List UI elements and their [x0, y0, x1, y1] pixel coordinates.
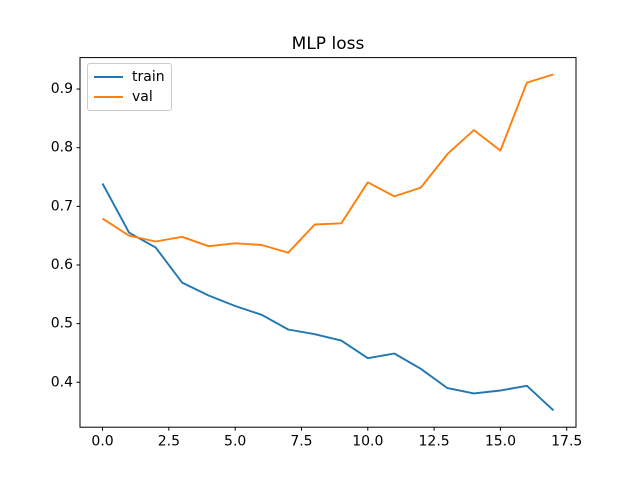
x-tick-label: 5.0	[224, 433, 246, 449]
x-tick-label: 10.0	[352, 433, 383, 449]
val-line-swatch-icon	[94, 96, 123, 98]
x-tick-label: 15.0	[485, 433, 516, 449]
legend-label-val: val	[132, 89, 153, 105]
x-tick-label: 2.5	[158, 433, 180, 449]
y-tick-label: 0.9	[51, 81, 73, 97]
x-tick-label: 12.5	[419, 433, 450, 449]
val-line	[101, 73, 554, 254]
x-tick-label: 0.0	[91, 433, 113, 449]
chart-title: MLP loss	[291, 34, 365, 54]
train-line-swatch-icon	[94, 76, 123, 78]
y-tick-label: 0.4	[51, 374, 73, 390]
legend-entry-val: val	[94, 89, 171, 105]
train-line	[101, 183, 555, 412]
x-tick-label: 7.5	[290, 433, 312, 449]
y-tick-label: 0.8	[51, 140, 73, 156]
x-tick-label: 17.5	[551, 433, 582, 449]
legend: train val	[87, 63, 172, 111]
axes-spines	[79, 57, 577, 428]
y-tick-label: 0.7	[51, 198, 73, 214]
legend-entry-train: train	[94, 69, 171, 85]
legend-label-train: train	[132, 69, 165, 85]
y-tick-label: 0.6	[51, 257, 73, 273]
y-tick-label: 0.5	[51, 316, 73, 332]
